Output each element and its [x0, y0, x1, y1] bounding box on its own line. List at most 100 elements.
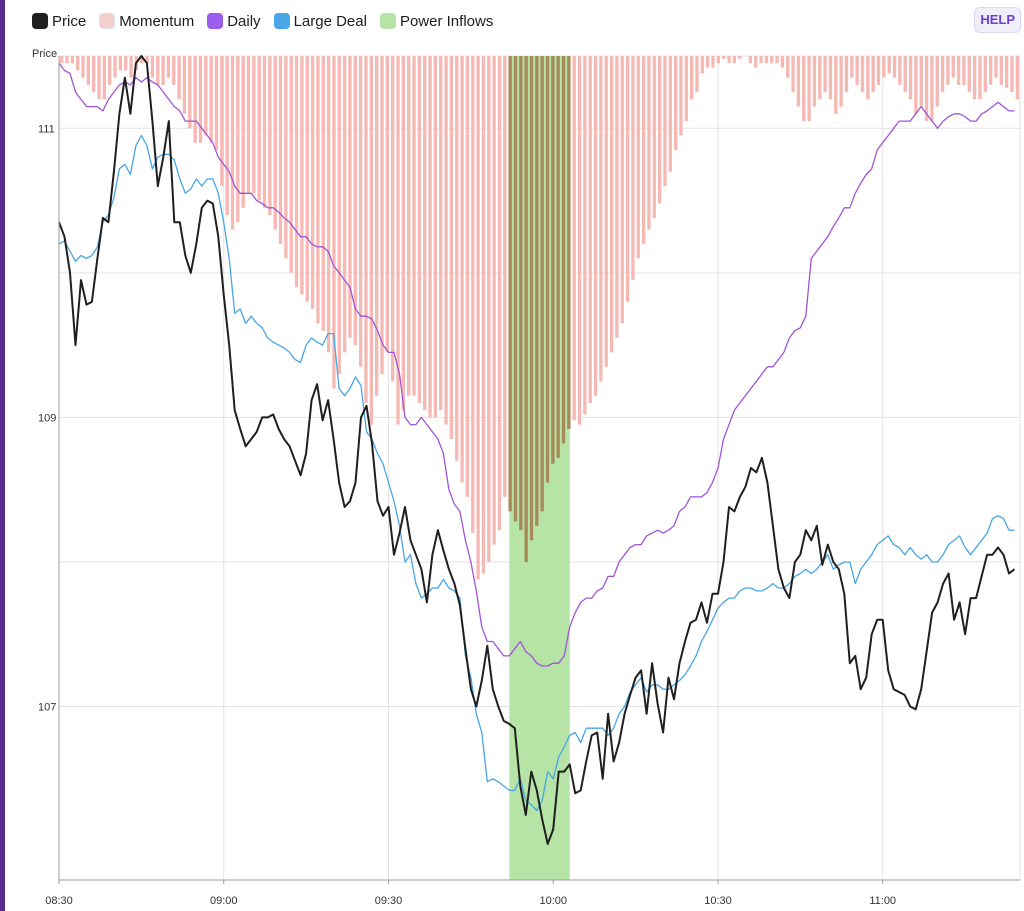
- momentum-bar: [166, 56, 171, 78]
- legend-item-power-inflows[interactable]: Power Inflows: [379, 12, 494, 30]
- price-line: [58, 55, 1016, 845]
- momentum-bar: [262, 56, 267, 208]
- momentum-bar: [791, 56, 795, 93]
- momentum-bar: [220, 56, 224, 187]
- y-axis-title: Price: [32, 48, 57, 60]
- momentum-bar: [332, 56, 336, 389]
- momentum-bar-overlap: [567, 56, 571, 429]
- momentum-bar: [487, 56, 491, 562]
- momentum-bar: [967, 56, 971, 93]
- legend-label-power-inflows: Power Inflows: [399, 12, 494, 30]
- momentum-bar: [310, 56, 315, 309]
- momentum-bar: [908, 56, 913, 100]
- momentum-bar: [657, 56, 662, 204]
- momentum-bar: [449, 56, 454, 440]
- momentum-bar: [951, 56, 955, 78]
- momentum-bar: [690, 56, 694, 100]
- momentum-bar: [775, 56, 779, 64]
- momentum-bar: [305, 56, 309, 302]
- momentum-bar: [214, 56, 219, 150]
- momentum-bar: [401, 56, 406, 411]
- daily-swatch: [207, 13, 224, 29]
- momentum-bar: [503, 56, 507, 497]
- x-axis-ticks: 08:30 09:00 09:30 10:00 10:30 11:00: [45, 880, 896, 907]
- legend-label-large-deal: Large Deal: [293, 12, 367, 30]
- legend-item-large-deal[interactable]: Large Deal: [273, 12, 367, 30]
- momentum-bar: [855, 56, 859, 85]
- momentum-bar: [156, 56, 160, 85]
- momentum-bar: [823, 56, 827, 93]
- momentum-bar: [860, 56, 865, 93]
- chart-legend: Price Momentum Daily Large Deal Power In…: [32, 11, 506, 31]
- momentum-bar: [748, 56, 753, 64]
- legend-item-momentum[interactable]: Momentum: [99, 13, 194, 30]
- momentum-bar-overlap: [545, 56, 550, 483]
- momentum-bar: [428, 56, 432, 418]
- momentum-bar: [919, 56, 923, 107]
- momentum-bar: [358, 56, 363, 367]
- large-deal-swatch: [273, 13, 290, 29]
- momentum-bar: [236, 56, 240, 223]
- momentum-bar: [882, 56, 886, 78]
- momentum-bar: [150, 56, 155, 78]
- x-tick-label: 11:00: [869, 895, 896, 907]
- momentum-bar: [684, 56, 688, 122]
- momentum-bar: [188, 56, 192, 129]
- momentum-bar: [380, 56, 384, 375]
- momentum-bar: [241, 56, 245, 208]
- momentum-bar: [385, 56, 389, 353]
- momentum-bar: [572, 56, 576, 421]
- momentum-bar: [353, 56, 357, 346]
- momentum-bar: [145, 56, 149, 64]
- legend-label-price: Price: [52, 12, 87, 30]
- momentum-bar: [102, 56, 107, 100]
- momentum-bar: [172, 56, 176, 85]
- momentum-bar: [1004, 56, 1009, 88]
- momentum-bar: [593, 56, 598, 396]
- momentum-bar: [935, 56, 939, 107]
- momentum-bar: [615, 56, 619, 338]
- momentum-bar: [230, 56, 235, 230]
- momentum-bar: [850, 56, 854, 78]
- momentum-bar: [871, 56, 875, 93]
- x-tick-label: 10:00: [539, 895, 567, 907]
- help-button[interactable]: HELP: [974, 7, 1021, 33]
- momentum-bar: [609, 56, 614, 353]
- momentum-bar: [636, 56, 640, 259]
- momentum-bar: [455, 56, 459, 461]
- momentum-bar: [983, 56, 987, 93]
- momentum-bar: [663, 56, 667, 187]
- x-tick-label: 09:00: [210, 895, 238, 907]
- momentum-bar: [129, 56, 133, 78]
- momentum-bar: [866, 56, 870, 100]
- momentum-bar: [60, 56, 64, 64]
- momentum-bar-overlap: [556, 56, 560, 458]
- momentum-bar: [994, 56, 998, 78]
- legend-item-price[interactable]: Price: [32, 13, 86, 30]
- momentum-bar: [375, 56, 379, 396]
- momentum-bar: [140, 56, 144, 64]
- momentum-bar: [727, 56, 731, 64]
- momentum-bar: [892, 56, 897, 78]
- momentum-bar: [70, 56, 75, 64]
- momentum-bar: [706, 56, 710, 68]
- momentum-bar: [978, 56, 982, 100]
- momentum-bar: [641, 56, 646, 244]
- legend-item-daily[interactable]: Daily: [207, 13, 261, 30]
- momentum-bar: [433, 56, 438, 418]
- momentum-bar: [999, 56, 1003, 85]
- momentum-bar: [342, 56, 347, 353]
- momentum-bar: [956, 56, 961, 85]
- axes: [58, 56, 1020, 881]
- momentum-bar: [278, 56, 283, 244]
- momentum-bar: [294, 56, 299, 288]
- momentum-bar: [802, 56, 806, 122]
- momentum-bar: [828, 56, 833, 100]
- momentum-bar: [722, 56, 726, 59]
- momentum-bar: [700, 56, 704, 74]
- momentum-bar: [695, 56, 699, 93]
- momentum-bar: [316, 56, 320, 324]
- momentum-bar: [834, 56, 838, 114]
- momentum-bar: [246, 56, 251, 194]
